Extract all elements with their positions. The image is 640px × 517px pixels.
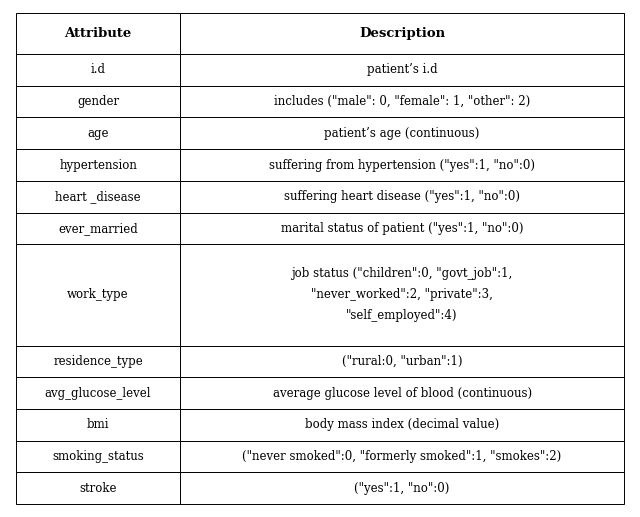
Text: work_type: work_type xyxy=(67,288,129,301)
Bar xyxy=(180,117,624,149)
Bar xyxy=(16,212,180,244)
Bar xyxy=(16,149,180,181)
Text: age: age xyxy=(87,127,109,140)
Bar xyxy=(16,181,180,212)
Text: avg_glucose_level: avg_glucose_level xyxy=(45,387,151,400)
Bar xyxy=(16,409,180,440)
Text: ("yes":1, "no":0): ("yes":1, "no":0) xyxy=(355,482,450,495)
Text: patient’s age (continuous): patient’s age (continuous) xyxy=(324,127,480,140)
Bar xyxy=(16,244,180,346)
Bar xyxy=(180,409,624,440)
Text: suffering from hypertension ("yes":1, "no":0): suffering from hypertension ("yes":1, "n… xyxy=(269,159,535,172)
Text: hypertension: hypertension xyxy=(59,159,137,172)
Text: bmi: bmi xyxy=(87,418,109,431)
Bar xyxy=(16,117,180,149)
Bar xyxy=(180,440,624,473)
Bar xyxy=(180,86,624,117)
Text: body mass index (decimal value): body mass index (decimal value) xyxy=(305,418,499,431)
Bar xyxy=(16,13,180,54)
Bar xyxy=(180,13,624,54)
Text: marital status of patient ("yes":1, "no":0): marital status of patient ("yes":1, "no"… xyxy=(281,222,524,235)
Text: includes ("male": 0, "female": 1, "other": 2): includes ("male": 0, "female": 1, "other… xyxy=(274,95,530,108)
Text: smoking_status: smoking_status xyxy=(52,450,144,463)
Text: job status ("children":0, "govt_job":1,
"never_worked":2, "private":3,
"self_emp: job status ("children":0, "govt_job":1, … xyxy=(291,267,513,323)
Bar xyxy=(180,149,624,181)
Bar xyxy=(180,377,624,409)
Text: stroke: stroke xyxy=(79,482,117,495)
Bar xyxy=(16,86,180,117)
Text: i.d: i.d xyxy=(91,64,106,77)
Bar xyxy=(16,473,180,504)
Text: Description: Description xyxy=(359,27,445,40)
Bar xyxy=(16,377,180,409)
Bar xyxy=(180,473,624,504)
Text: patient’s i.d: patient’s i.d xyxy=(367,64,437,77)
Bar xyxy=(16,54,180,86)
Text: ("rural:0, "urban":1): ("rural:0, "urban":1) xyxy=(342,355,462,368)
Text: suffering heart disease ("yes":1, "no":0): suffering heart disease ("yes":1, "no":0… xyxy=(284,190,520,203)
Text: heart _disease: heart _disease xyxy=(55,190,141,203)
Text: ever_married: ever_married xyxy=(58,222,138,235)
Text: residence_type: residence_type xyxy=(53,355,143,368)
Bar xyxy=(180,244,624,346)
Bar xyxy=(16,346,180,377)
Bar xyxy=(180,54,624,86)
Text: average glucose level of blood (continuous): average glucose level of blood (continuo… xyxy=(273,387,532,400)
Bar xyxy=(16,440,180,473)
Text: ("never smoked":0, "formerly smoked":1, "smokes":2): ("never smoked":0, "formerly smoked":1, … xyxy=(243,450,562,463)
Bar xyxy=(180,181,624,212)
Bar xyxy=(180,346,624,377)
Bar xyxy=(180,212,624,244)
Text: Attribute: Attribute xyxy=(65,27,132,40)
Text: gender: gender xyxy=(77,95,119,108)
